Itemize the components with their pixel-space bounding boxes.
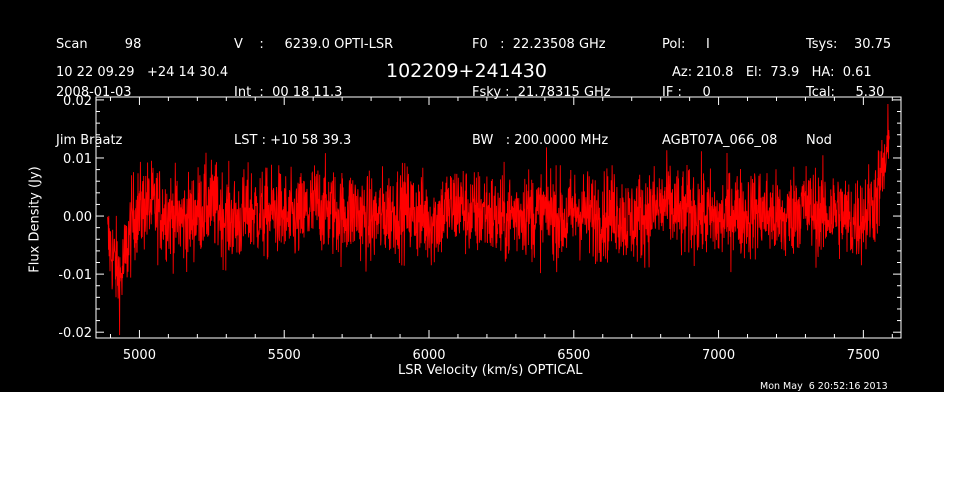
plot-frame [95, 96, 902, 339]
x-tick-label: 5000 [123, 348, 156, 363]
az-el-ha: Az: 210.8 El: 73.9 HA: 0.61 [672, 65, 872, 80]
y-axis-label: Flux Density (Jy) [27, 166, 43, 273]
header-col-system: Tsys: 30.75 Tcal: 5.30 Nod [806, 5, 891, 165]
y-tick-label: 0.02 [63, 94, 92, 109]
tsys-line: Tsys: 30.75 [806, 37, 892, 52]
project-line: AGBT07A_066_08 [662, 133, 778, 148]
if-line: IF : 0 [662, 85, 711, 100]
x-tick-label: 7500 [847, 348, 880, 363]
procedure-line: Nod [806, 133, 832, 148]
y-tick-label: -0.02 [58, 326, 92, 341]
header-col-frequency: F0 : 22.23508 GHz Fsky : 21.78315 GHz BW… [472, 5, 611, 165]
velocity-line: V : 6239.0 OPTI-LSR [234, 37, 394, 52]
lst-line: LST : +10 58 39.3 [234, 133, 352, 148]
observer-line: Jim Braatz [56, 133, 123, 148]
y-tick-label: -0.01 [58, 268, 92, 283]
x-tick-label: 6000 [412, 348, 445, 363]
fsky-line: Fsky : 21.78315 GHz [472, 85, 611, 100]
y-tick-label: 0.01 [63, 152, 92, 167]
header-col-velocity: V : 6239.0 OPTI-LSR Int : 00 18 11.3 LST… [234, 5, 393, 165]
source-name: 102209+241430 [386, 60, 547, 82]
x-tick-label: 7000 [702, 348, 735, 363]
scan-line: Scan 98 [56, 37, 142, 52]
x-tick-label: 5500 [268, 348, 301, 363]
date-line: 2008-01-03 [56, 85, 132, 100]
f0-line: F0 : 22.23508 GHz [472, 37, 606, 52]
integration-line: Int : 00 18 11.3 [234, 85, 343, 100]
pol-line: Pol: I [662, 37, 710, 52]
tcal-line: Tcal: 5.30 [806, 85, 885, 100]
source-coordinates: 10 22 09.29 +24 14 30.4 [56, 65, 229, 80]
axis-ticks: 5000 5500 6000 6500 7000 7500 -0.02 -0.01 0.00 0.… [58, 94, 901, 363]
spectrum-trace-group [107, 103, 890, 336]
generated-timestamp: Mon May 6 20:52:16 2013 [760, 381, 888, 392]
spectrum-chart: 5000 5500 6000 6500 7000 7500 -0.02 -0.01 0.00 0.… [58, 94, 902, 363]
bandwidth-line: BW : 200.0000 MHz [472, 133, 609, 148]
x-axis-label: LSR Velocity (km/s) OPTICAL [398, 363, 583, 378]
y-tick-label: 0.00 [63, 210, 92, 225]
spectrum-trace [107, 103, 890, 336]
header-col-scan: Scan 98 2008-01-03 Jim Braatz [56, 5, 141, 165]
x-tick-label: 6500 [557, 348, 590, 363]
header-col-polarization: Pol: I IF : 0 AGBT07A_066_08 [662, 5, 777, 165]
